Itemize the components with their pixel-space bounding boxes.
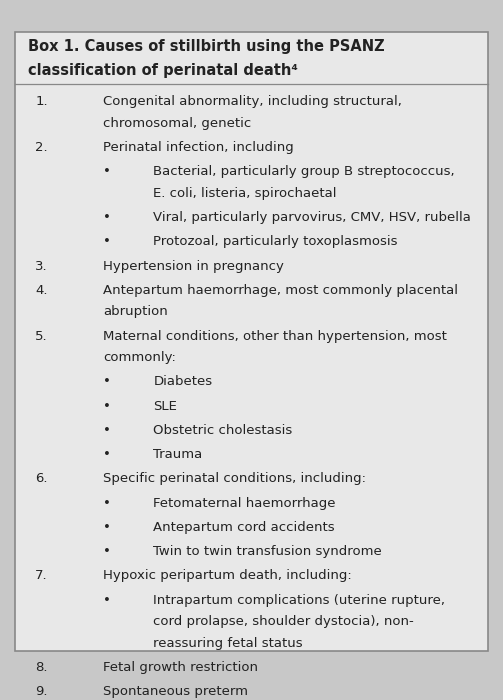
FancyBboxPatch shape <box>15 32 488 651</box>
Text: Hypertension in pregnancy: Hypertension in pregnancy <box>103 260 284 273</box>
Text: Twin to twin transfusion syndrome: Twin to twin transfusion syndrome <box>153 545 382 558</box>
Text: reassuring fetal status: reassuring fetal status <box>153 637 303 650</box>
Text: Perinatal infection, including: Perinatal infection, including <box>103 141 294 154</box>
Text: Hypoxic peripartum death, including:: Hypoxic peripartum death, including: <box>103 570 352 582</box>
Text: Viral, particularly parvovirus, CMV, HSV, rubella: Viral, particularly parvovirus, CMV, HSV… <box>153 211 471 224</box>
Text: Spontaneous preterm: Spontaneous preterm <box>103 685 248 698</box>
Text: 9.: 9. <box>35 685 48 698</box>
Text: Diabetes: Diabetes <box>153 375 213 389</box>
Text: Specific perinatal conditions, including:: Specific perinatal conditions, including… <box>103 473 366 485</box>
Text: 3.: 3. <box>35 260 48 273</box>
Text: Congenital abnormality, including structural,: Congenital abnormality, including struct… <box>103 95 402 108</box>
Text: Antepartum cord accidents: Antepartum cord accidents <box>153 521 335 534</box>
Text: •: • <box>103 400 111 413</box>
Text: Fetal growth restriction: Fetal growth restriction <box>103 661 258 674</box>
Text: Protozoal, particularly toxoplasmosis: Protozoal, particularly toxoplasmosis <box>153 235 398 248</box>
Text: chromosomal, genetic: chromosomal, genetic <box>103 117 252 130</box>
Text: •: • <box>103 497 111 510</box>
Text: 6.: 6. <box>35 473 48 485</box>
Text: Intrapartum complications (uterine rupture,: Intrapartum complications (uterine ruptu… <box>153 594 446 607</box>
Text: E. coli, listeria, spirochaetal: E. coli, listeria, spirochaetal <box>153 187 337 200</box>
Text: 5.: 5. <box>35 330 48 343</box>
Text: •: • <box>103 594 111 607</box>
Text: Bacterial, particularly group B streptococcus,: Bacterial, particularly group B streptoc… <box>153 165 455 178</box>
Text: •: • <box>103 424 111 437</box>
Text: classification of perinatal death⁴: classification of perinatal death⁴ <box>28 64 298 78</box>
Text: •: • <box>103 545 111 558</box>
Text: 1.: 1. <box>35 95 48 108</box>
Text: 7.: 7. <box>35 570 48 582</box>
Text: Box 1. Causes of stillbirth using the PSANZ: Box 1. Causes of stillbirth using the PS… <box>28 38 384 53</box>
Text: •: • <box>103 235 111 248</box>
Text: Trauma: Trauma <box>153 448 203 461</box>
Text: Antepartum haemorrhage, most commonly placental: Antepartum haemorrhage, most commonly pl… <box>103 284 458 297</box>
Text: •: • <box>103 375 111 389</box>
Text: cord prolapse, shoulder dystocia), non-: cord prolapse, shoulder dystocia), non- <box>153 615 414 628</box>
Text: abruption: abruption <box>103 305 168 318</box>
Text: •: • <box>103 211 111 224</box>
Text: Maternal conditions, other than hypertension, most: Maternal conditions, other than hyperten… <box>103 330 447 343</box>
Text: SLE: SLE <box>153 400 177 413</box>
Text: •: • <box>103 448 111 461</box>
Text: Fetomaternal haemorrhage: Fetomaternal haemorrhage <box>153 497 336 510</box>
Text: 8.: 8. <box>35 661 48 674</box>
Text: 2.: 2. <box>35 141 48 154</box>
Text: commonly:: commonly: <box>103 351 176 364</box>
Text: 4.: 4. <box>35 284 48 297</box>
Text: •: • <box>103 165 111 178</box>
Text: Obstetric cholestasis: Obstetric cholestasis <box>153 424 293 437</box>
Text: •: • <box>103 521 111 534</box>
